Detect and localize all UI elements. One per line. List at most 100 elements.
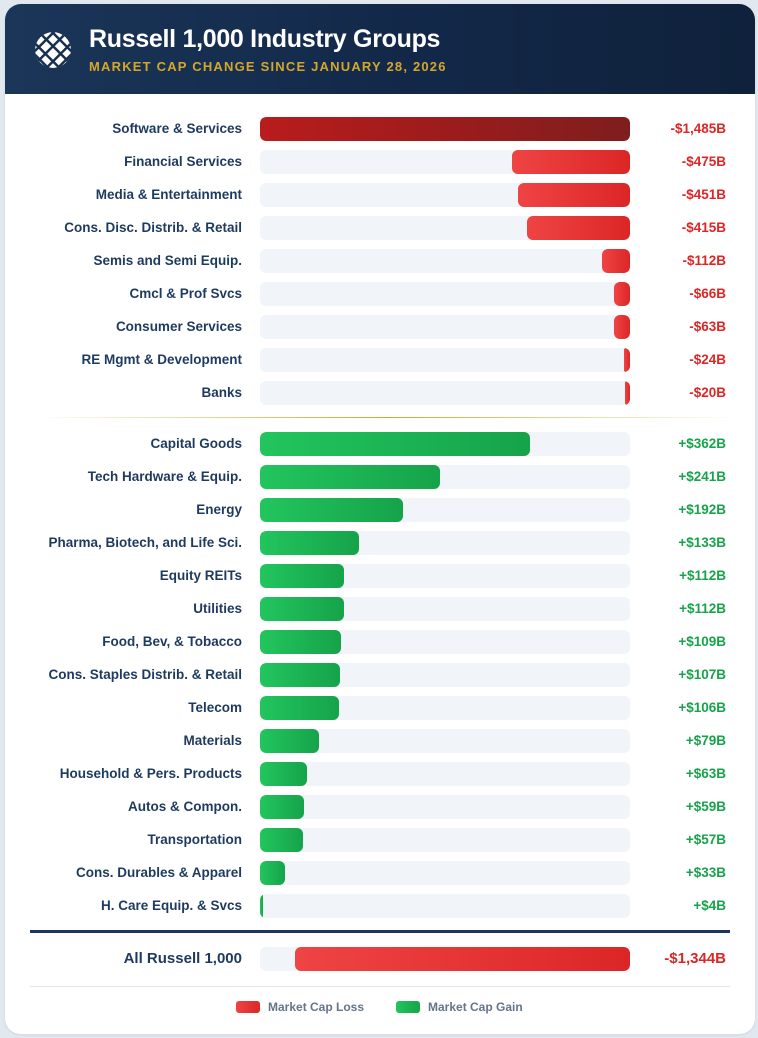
loss-row: Software & Services -$1,485B (5, 117, 755, 141)
section-divider (37, 417, 737, 418)
bar-track (260, 894, 630, 918)
gain-row: Pharma, Biotech, and Life Sci. +$133B (5, 531, 755, 555)
value-label: +$133B (678, 535, 726, 550)
value-label: +$112B (679, 568, 726, 583)
category-label: Materials (183, 733, 242, 748)
bar-track (260, 663, 630, 687)
bar-track (260, 861, 630, 885)
loss-row: Media & Entertainment -$451B (5, 183, 755, 207)
loss-row: RE Mgmt & Development -$24B (5, 348, 755, 372)
bar-track (260, 795, 630, 819)
bar-track (260, 315, 630, 339)
bar-gain (260, 597, 344, 621)
gain-row: Materials +$79B (5, 729, 755, 753)
bar-loss (614, 282, 630, 306)
value-label: +$59B (685, 799, 726, 814)
category-label: Banks (201, 385, 242, 400)
bar-loss (614, 315, 630, 339)
bar-gain (260, 696, 339, 720)
loss-row: Semis and Semi Equip. -$112B (5, 249, 755, 273)
gain-row: Tech Hardware & Equip. +$241B (5, 465, 755, 489)
chart-card: Russell 1,000 Industry Groups MARKET CAP… (5, 4, 755, 1034)
total-divider (30, 930, 730, 933)
bar-total (295, 947, 630, 971)
category-label: Media & Entertainment (95, 187, 242, 202)
chart-title: Russell 1,000 Industry Groups (89, 25, 441, 53)
value-label: +$4B (693, 898, 726, 913)
legend-swatch-loss (236, 1001, 260, 1013)
category-label: Autos & Compon. (128, 799, 242, 814)
gain-row: Equity REITs +$112B (5, 564, 755, 588)
value-label: -$475B (681, 154, 726, 169)
gain-row: Transportation +$57B (5, 828, 755, 852)
category-label: RE Mgmt & Development (81, 352, 242, 367)
bar-track (260, 348, 630, 372)
value-label: +$362B (678, 436, 726, 451)
bar-track (260, 249, 630, 273)
bar-gain (260, 498, 403, 522)
gain-row: Household & Pers. Products +$63B (5, 762, 755, 786)
category-label: Semis and Semi Equip. (93, 253, 242, 268)
value-label: -$63B (689, 319, 726, 334)
bar-loss (260, 117, 630, 141)
value-label: +$112B (679, 601, 726, 616)
legend: Market Cap Loss Market Cap Gain (5, 998, 755, 1016)
bar-track (260, 381, 630, 405)
gain-row: Capital Goods +$362B (5, 432, 755, 456)
bar-gain (260, 531, 359, 555)
value-label: +$107B (678, 667, 726, 682)
bar-track (260, 117, 630, 141)
category-label: Capital Goods (150, 436, 242, 451)
legend-divider (30, 986, 730, 987)
value-label: -$1,485B (670, 121, 726, 136)
category-label: Cons. Staples Distrib. & Retail (48, 667, 242, 682)
woven-lattice-icon (34, 31, 72, 69)
loss-row: Financial Services -$475B (5, 150, 755, 174)
category-label: Food, Bev, & Tobacco (102, 634, 242, 649)
bar-track (260, 729, 630, 753)
category-label: Household & Pers. Products (59, 766, 242, 781)
bar-track (260, 531, 630, 555)
value-label: +$192B (678, 502, 726, 517)
bar-gain (260, 630, 341, 654)
value-label: +$109B (678, 634, 726, 649)
category-label: Transportation (147, 832, 242, 847)
category-label: Equity REITs (159, 568, 242, 583)
gain-row: Autos & Compon. +$59B (5, 795, 755, 819)
loss-row: Cmcl & Prof Svcs -$66B (5, 282, 755, 306)
total-row: All Russell 1,000 -$1,344B (5, 947, 755, 971)
gain-row: Cons. Staples Distrib. & Retail +$107B (5, 663, 755, 687)
category-label: Tech Hardware & Equip. (87, 469, 242, 484)
bar-track (260, 150, 630, 174)
header: Russell 1,000 Industry Groups MARKET CAP… (5, 4, 755, 94)
legend-label-gain: Market Cap Gain (428, 1000, 523, 1014)
value-label: +$106B (678, 700, 726, 715)
value-label: -$20B (689, 385, 726, 400)
value-label: +$63B (685, 766, 726, 781)
category-label: Telecom (188, 700, 242, 715)
value-label: +$57B (685, 832, 726, 847)
value-label: +$241B (678, 469, 726, 484)
bar-gain (260, 729, 319, 753)
bar-gain (260, 795, 304, 819)
value-label: -$112B (682, 253, 726, 268)
bar-gain (260, 894, 263, 918)
bar-gain (260, 432, 530, 456)
bar-track (260, 597, 630, 621)
gain-row: Food, Bev, & Tobacco +$109B (5, 630, 755, 654)
bar-gain (260, 663, 340, 687)
bar-loss (527, 216, 630, 240)
bar-track (260, 828, 630, 852)
loss-row: Consumer Services -$63B (5, 315, 755, 339)
value-label: +$79B (685, 733, 726, 748)
bar-track (260, 465, 630, 489)
bar-loss (518, 183, 630, 207)
category-label: Utilities (193, 601, 242, 616)
bar-gain (260, 465, 440, 489)
loss-row: Cons. Disc. Distrib. & Retail -$415B (5, 216, 755, 240)
loss-row: Banks -$20B (5, 381, 755, 405)
category-label: Pharma, Biotech, and Life Sci. (48, 535, 242, 550)
legend-swatch-gain (396, 1001, 420, 1013)
category-label: Consumer Services (115, 319, 242, 334)
category-label: Financial Services (124, 154, 242, 169)
